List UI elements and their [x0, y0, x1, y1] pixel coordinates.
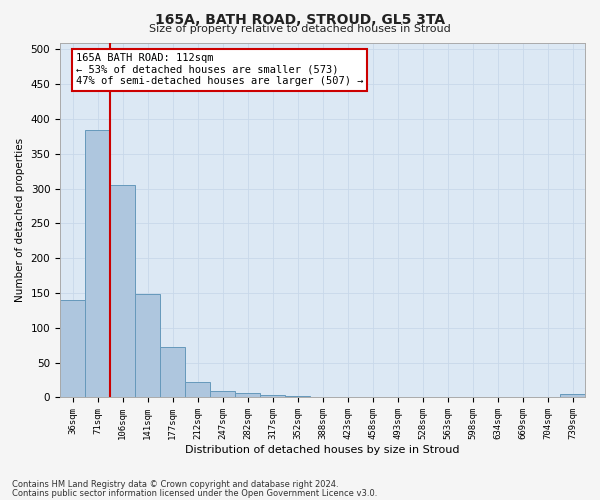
Bar: [185, 382, 210, 398]
Bar: [560, 394, 585, 398]
Y-axis label: Number of detached properties: Number of detached properties: [15, 138, 25, 302]
Text: Size of property relative to detached houses in Stroud: Size of property relative to detached ho…: [149, 24, 451, 34]
X-axis label: Distribution of detached houses by size in Stroud: Distribution of detached houses by size …: [185, 445, 460, 455]
Bar: [210, 390, 235, 398]
Text: 165A, BATH ROAD, STROUD, GL5 3TA: 165A, BATH ROAD, STROUD, GL5 3TA: [155, 12, 445, 26]
Bar: [285, 396, 310, 398]
Bar: [135, 294, 160, 398]
Bar: [335, 397, 360, 398]
Bar: [85, 130, 110, 398]
Bar: [60, 300, 85, 398]
Bar: [110, 185, 135, 398]
Bar: [260, 394, 285, 398]
Text: Contains public sector information licensed under the Open Government Licence v3: Contains public sector information licen…: [12, 489, 377, 498]
Bar: [160, 348, 185, 398]
Text: 165A BATH ROAD: 112sqm
← 53% of detached houses are smaller (573)
47% of semi-de: 165A BATH ROAD: 112sqm ← 53% of detached…: [76, 53, 363, 86]
Text: Contains HM Land Registry data © Crown copyright and database right 2024.: Contains HM Land Registry data © Crown c…: [12, 480, 338, 489]
Bar: [235, 392, 260, 398]
Bar: [310, 397, 335, 398]
